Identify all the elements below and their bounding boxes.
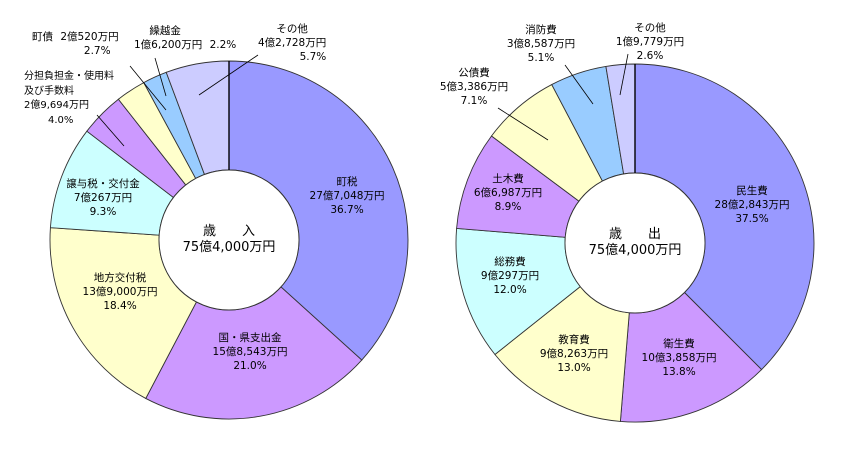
expenditure-donut-chart (455, 63, 815, 423)
leader-line-sonota-rev (198, 54, 259, 96)
label-sonota-expenditure: その他 1億9,779万円 2.6% (615, 22, 685, 62)
label-machisai: 町債 2億520万円 2.7% (32, 31, 119, 57)
label-eiseihi: 衛生費 10億3,858万円 13.8% (641, 338, 717, 378)
revenue-center-title: 歳 入 75億4,000万円 (183, 224, 276, 256)
leader-line-machisai (129, 65, 167, 111)
expenditure-center-title: 歳 出 75億4,000万円 (589, 227, 682, 259)
label-kokuken-shishutsukin: 国・県支出金 15億8,543万円 21.0% (212, 332, 288, 372)
revenue-donut-chart (49, 60, 409, 420)
label-sonota-revenue: その他 4億2,728万円 5.7% (258, 23, 327, 63)
leader-line-kosaihi (497, 107, 549, 141)
label-chozei: 町税 27億7,048万円 36.7% (309, 176, 385, 216)
label-kyoikuhi: 教育費 9億8,263万円 13.0% (539, 334, 609, 374)
expenditure-total: 75億4,000万円 (588, 243, 682, 258)
leader-lines (96, 53, 629, 147)
label-minseihi: 民生費 28億2,843万円 37.5% (714, 185, 790, 225)
label-buntan-futankin: 分担負担金・使用料 及び手数料 2億9,694万円 4.0% (24, 71, 114, 126)
label-somuhi: 総務費 9億297万円 12.0% (480, 256, 540, 296)
label-chihokofuzei: 地方交付税 13億9,000万円 18.4% (82, 272, 158, 312)
revenue-title: 歳 入 (202, 224, 256, 239)
leader-line-buntan (96, 114, 125, 147)
label-kosaihi: 公債費 5億3,386万円 7.1% (439, 67, 509, 107)
leader-line-kurikoshikin (154, 57, 167, 97)
label-shobohi: 消防費 3億8,587万円 5.1% (506, 24, 576, 64)
leader-line-sonota-exp (619, 53, 629, 96)
label-dobokuhi: 土木費 6億6,987万円 8.9% (473, 173, 543, 213)
revenue-total: 75億4,000万円 (182, 240, 276, 255)
expenditure-title: 歳 出 (608, 227, 662, 242)
leader-line-shobohi (564, 64, 594, 105)
label-kurikoshikin: 繰越金 1億6,200万円 2.2% (134, 25, 237, 51)
label-joyozei-kofukin: 譲与税・交付金 7億267万円 9.3% (66, 178, 140, 218)
